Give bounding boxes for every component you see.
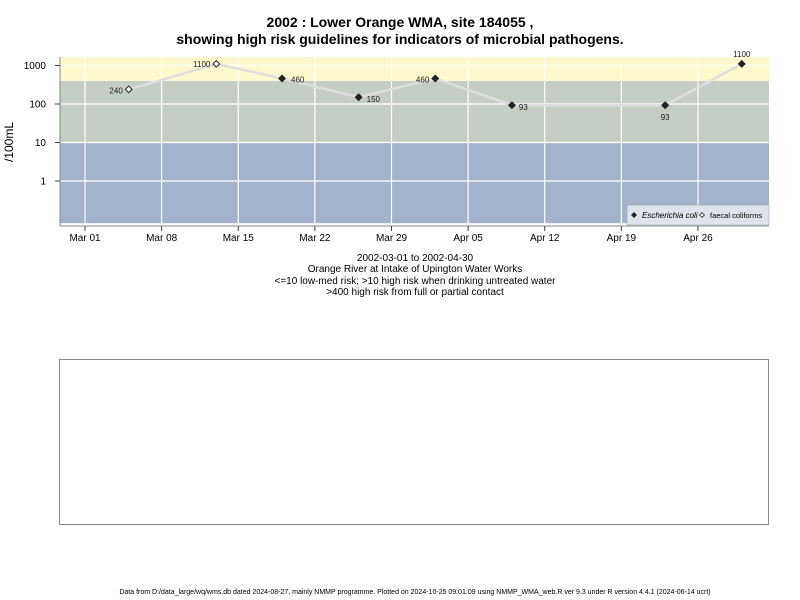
x-tick-label: Mar 01: [69, 233, 101, 244]
x-tick-label: Apr 12: [530, 233, 560, 244]
point-value-label: 460: [291, 75, 305, 84]
point-value-label: 460: [416, 75, 430, 84]
date-range-caption: 2002-03-01 to 2002-04-30: [356, 253, 474, 264]
risk-band-3: [60, 57, 769, 81]
ecoli-point: [737, 59, 746, 68]
y-tick-label: 1: [40, 177, 46, 188]
ecoli-point: [507, 101, 516, 110]
y-tick-label: 1000: [24, 61, 47, 72]
point-value-label: 93: [519, 103, 528, 112]
point-value-label: 1100: [193, 60, 211, 69]
chart-svg: 460 150 460 93 93 1100 240 1100 1 10 100 1000/100mL…: [2, 50, 770, 244]
contact-risk-caption: >400 high risk from full or partial cont…: [326, 287, 504, 298]
faecal-coliform-point: [212, 59, 221, 68]
drinking-risk-caption: <=10 low-med risk; >10 high risk when dr…: [274, 276, 556, 287]
y-tick-label: 100: [29, 100, 46, 111]
y-tick-label: 10: [35, 138, 47, 149]
legend-faecal-marker: [699, 212, 705, 218]
y-axis-label: /100mL: [2, 122, 16, 162]
x-tick-label: Mar 29: [376, 233, 408, 244]
x-tick-label: Mar 22: [299, 233, 331, 244]
empty-plot-panel: [59, 359, 769, 525]
x-tick-label: Mar 08: [146, 233, 178, 244]
x-tick-label: Apr 19: [607, 233, 637, 244]
ecoli-point: [278, 74, 287, 83]
point-value-label: 150: [367, 95, 381, 104]
x-tick-label: Apr 26: [683, 233, 713, 244]
ecoli-point: [661, 101, 670, 110]
x-tick-label: Apr 05: [453, 233, 483, 244]
ecoli-point: [354, 93, 363, 102]
point-value-label: 240: [109, 86, 123, 95]
site-caption: Orange River at Intake of Upington Water…: [307, 264, 523, 275]
plot-area: [60, 57, 769, 226]
point-value-label: 1100: [733, 50, 751, 59]
legend-ecoli-label: Escherichia coli: [642, 211, 698, 220]
point-value-label: 93: [661, 113, 670, 122]
legend: [626, 204, 770, 226]
faecal-coliform-point: [124, 85, 133, 94]
legend-ecoli-marker: [631, 212, 637, 218]
legend-box: [626, 204, 770, 226]
legend-faecal-label: faecal coliforms: [710, 211, 762, 220]
series-connector-line: [128, 62, 743, 107]
data-source-footer: Data from D:/data_large/wq/wms.db dated …: [119, 589, 711, 596]
risk-band-2: [60, 80, 769, 143]
chart-subtitle-heading: showing high risk guidelines for indicat…: [176, 31, 624, 47]
chart-title: 2002 : Lower Orange WMA, site 184055 ,: [266, 14, 534, 30]
ecoli-point: [431, 74, 440, 83]
x-tick-label: Mar 15: [223, 233, 255, 244]
